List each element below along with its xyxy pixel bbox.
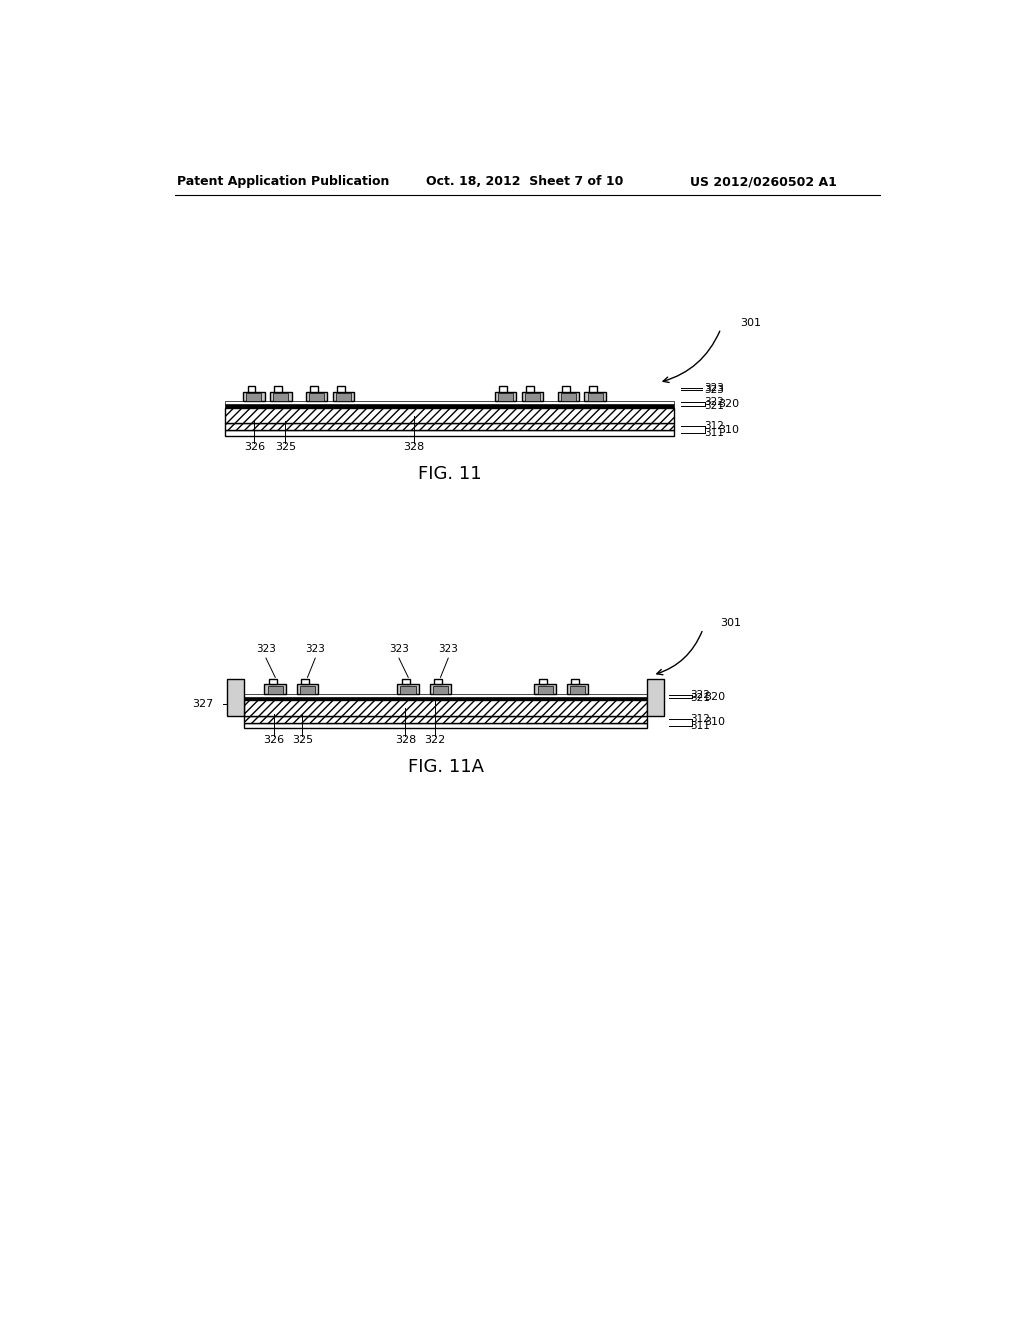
Bar [562,387,570,392]
Text: 325: 325 [292,735,313,744]
Bar [430,684,452,693]
Text: 323: 323 [389,644,409,655]
Bar [310,387,318,392]
Bar [245,723,647,729]
Text: 327: 327 [193,698,213,709]
Bar [397,684,419,693]
Text: Oct. 18, 2012  Sheet 7 of 10: Oct. 18, 2012 Sheet 7 of 10 [426,176,624,187]
Text: 328: 328 [395,735,416,744]
Bar [273,393,289,401]
Text: US 2012/0260502 A1: US 2012/0260502 A1 [690,176,837,187]
Bar [434,678,442,684]
Bar [538,686,553,693]
Bar [309,393,325,401]
Bar [269,678,276,684]
Text: FIG. 11: FIG. 11 [418,465,481,483]
Bar [225,424,675,430]
Text: 323: 323 [305,644,326,655]
Text: 325: 325 [274,442,296,453]
Text: 323: 323 [438,644,458,655]
Bar [524,393,540,401]
Text: 321: 321 [703,400,724,411]
Bar [571,678,579,684]
Text: 326: 326 [263,735,285,744]
Bar [498,393,513,401]
Bar [333,392,354,401]
Bar [560,393,577,401]
Bar [248,387,255,392]
Text: 323: 323 [256,644,275,655]
Bar [246,393,261,401]
Bar [270,392,292,401]
Text: 311: 311 [703,428,724,438]
Bar [535,684,556,693]
Bar [495,392,516,401]
Text: 310: 310 [705,718,726,727]
Bar [566,684,589,693]
Bar [585,392,606,401]
Bar [526,387,534,392]
Text: 322: 322 [690,690,711,700]
Bar [274,387,283,392]
Bar [245,697,647,701]
Text: Patent Application Publication: Patent Application Publication [177,176,389,187]
Bar [245,693,647,697]
Bar [588,393,603,401]
Bar [569,686,586,693]
Bar [227,678,245,715]
Bar [647,678,665,715]
Text: 301: 301 [740,318,761,329]
Text: 320: 320 [718,399,739,409]
Bar [402,678,410,684]
Bar [500,387,507,392]
Text: 311: 311 [690,721,711,731]
Bar [225,401,675,404]
Bar [225,430,675,436]
Bar [301,678,309,684]
Bar [225,408,675,424]
Text: FIG. 11A: FIG. 11A [408,758,483,776]
Text: 320: 320 [705,692,726,702]
Text: 301: 301 [720,619,741,628]
Text: 328: 328 [403,442,424,453]
Bar [264,684,286,693]
Text: 310: 310 [718,425,738,434]
Bar [245,701,647,715]
Bar [337,387,345,392]
Bar [400,686,416,693]
Text: 312: 312 [703,421,724,432]
Bar [225,404,675,408]
Text: 323: 323 [703,385,724,395]
Text: 326: 326 [244,442,265,453]
Bar [521,392,544,401]
Bar [300,686,315,693]
Bar [245,715,647,723]
Bar [306,392,328,401]
Text: 322: 322 [424,735,445,744]
Bar [433,686,449,693]
Text: 321: 321 [690,693,711,704]
Bar [557,392,580,401]
Text: 312: 312 [690,714,711,723]
Bar [336,393,351,401]
Text: 322: 322 [703,397,724,408]
Bar [297,684,318,693]
Bar [589,387,597,392]
Bar [243,392,264,401]
Text: 323: 323 [703,383,724,393]
Bar [539,678,547,684]
Bar [267,686,283,693]
